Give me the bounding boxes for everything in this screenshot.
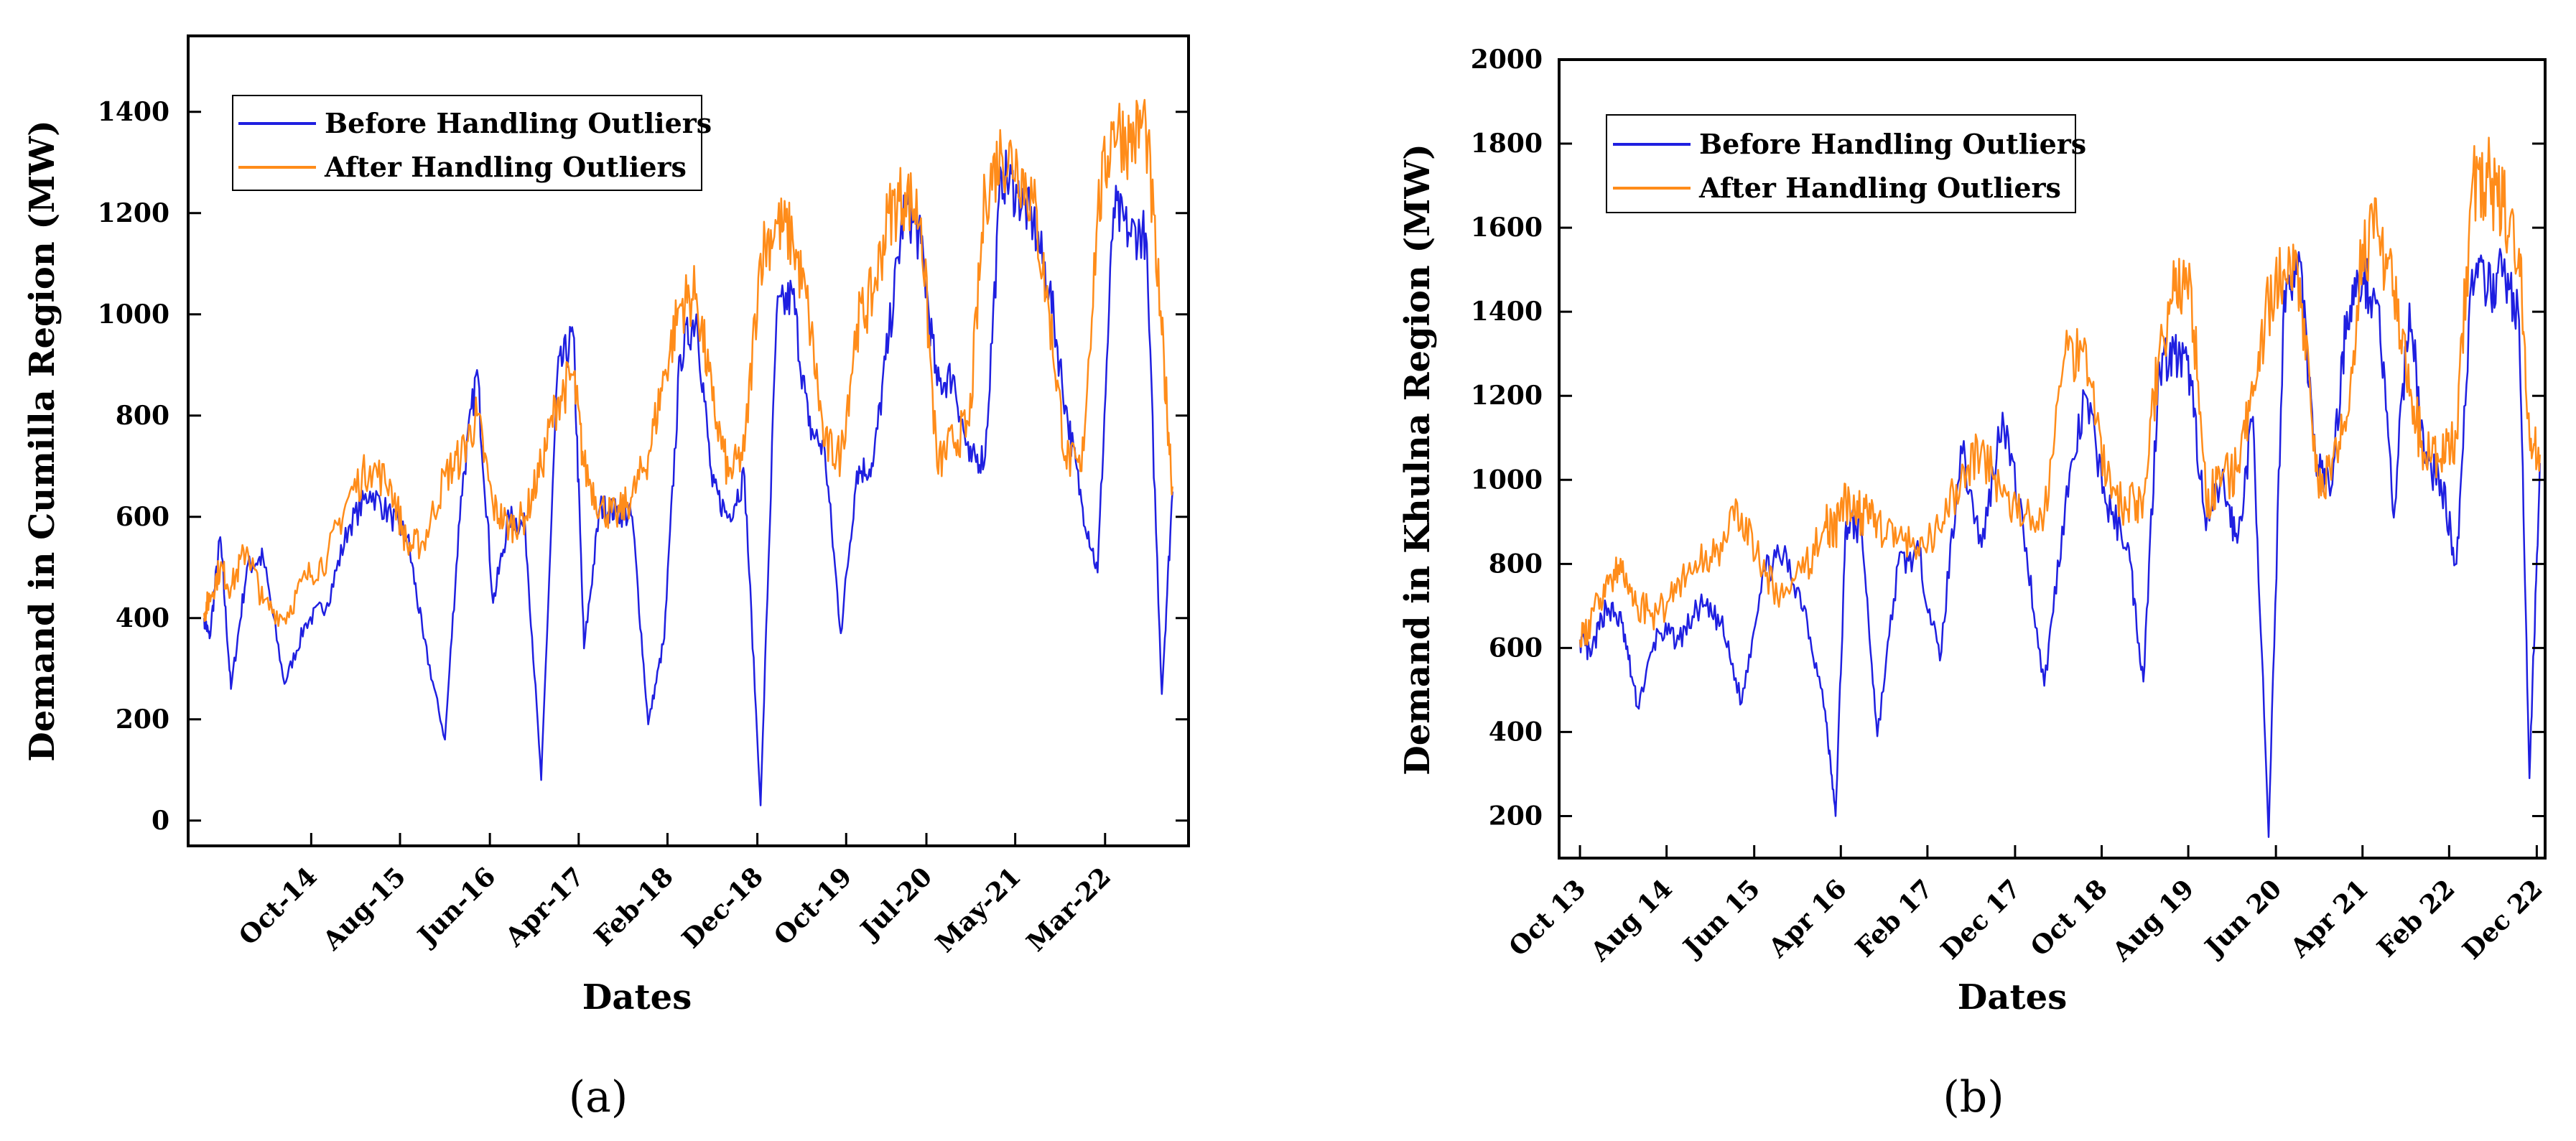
- panel-a-x-tick-label-9: Mar-22: [1020, 862, 1117, 958]
- panel-b-y-axis-title: Demand in Khulna Region (MW): [1398, 144, 1438, 776]
- panel-a-x-axis-title: Dates: [582, 977, 692, 1017]
- panel-b-series: [1578, 136, 2541, 838]
- panel-b-x-tick-label-10: Feb 22: [2371, 874, 2461, 964]
- panel-a-y-axis-title: Demand in Cumilla Region (MW): [22, 120, 62, 762]
- panel-b-series-after-line: [1578, 136, 2541, 648]
- panel-a-x-tick-label-2: Jun-16: [411, 862, 502, 953]
- panel-b-y-tick-label-1: 400: [1489, 717, 1543, 747]
- panel-b-x-tick-label-3: Apr 16: [1762, 874, 1853, 964]
- panel-a-plot-frame: [187, 34, 1190, 847]
- panel-b-x-tick-label-4: Feb 17: [1850, 874, 1940, 964]
- panel-b-x-tick-label-5: Dec 17: [1935, 874, 2027, 966]
- panel-a-y-tick-label-2: 400: [116, 603, 169, 633]
- panel-b-x-axis-title: Dates: [1958, 977, 2067, 1017]
- panel-b-x-tick-label-8: Jun 20: [2198, 874, 2287, 964]
- panel-a-legend-box: [232, 95, 702, 191]
- panel-a-series-after-line: [203, 98, 1173, 628]
- panel-a-y-tick-label-3: 600: [116, 502, 169, 532]
- panel-a-x-tick-label-5: Dec-18: [676, 862, 768, 954]
- panel-b-y-tick-label-5: 1200: [1471, 381, 1543, 411]
- panel-b-y-tick-label-3: 800: [1489, 549, 1543, 579]
- panel-a-caption: (a): [569, 1072, 628, 1122]
- panel-b-x-tick-label-0: Oct 13: [1503, 874, 1591, 962]
- panel-a-x-tick-label-3: Apr-17: [499, 862, 590, 953]
- panel-b-series-before-line: [1578, 248, 2541, 838]
- panel-b-y-tick-label-6: 1400: [1471, 297, 1543, 327]
- panel-b-x-tick-label-6: Oct 18: [2024, 874, 2113, 962]
- panel-a-y-tick-label-6: 1200: [98, 198, 169, 228]
- panel-b-x-tick-label-7: Aug 19: [2106, 874, 2200, 968]
- panel-a-x-tick-label-1: Aug-15: [317, 862, 411, 956]
- panel-a-y-tick-label-7: 1400: [98, 97, 169, 127]
- panel-b-x-tick-label-1: Aug 14: [1584, 874, 1678, 968]
- panel-a-series-before-line: [203, 149, 1173, 806]
- panel-b-legend-label-before: Before Handling Outliers: [1699, 128, 2086, 160]
- panel-a-x-tick-label-7: Jul-20: [853, 862, 938, 946]
- panel-b-y-tick-label-8: 1800: [1471, 129, 1543, 159]
- panel-a-x-tick-label-4: Feb-18: [588, 862, 679, 952]
- panel-b-x-tick-label-11: Dec 22: [2457, 874, 2549, 966]
- panel-b-x-tick-label-9: Apr 21: [2284, 874, 2374, 964]
- panel-a-x-tick-label-0: Oct-14: [233, 862, 323, 951]
- panel-a-y-tick-label-0: 0: [152, 806, 169, 836]
- panel-a-series: [203, 98, 1173, 806]
- panel-b-y-tick-label-2: 600: [1489, 633, 1543, 663]
- panel-b-y-tick-label-7: 1600: [1471, 213, 1543, 243]
- panel-b-y-tick-label-0: 200: [1489, 801, 1543, 831]
- panel-a-x-tick-label-6: Oct-19: [768, 862, 857, 951]
- panel-b-chart: 200 400 600 800 1000 1200 1400 1600 1800 2000 Oct …: [1398, 45, 2549, 1122]
- panel-b-legend-label-after: After Handling Outliers: [1698, 172, 2061, 204]
- panel-b-legend-box: [1606, 114, 2076, 213]
- panel-b-y-tick-label-4: 1000: [1471, 465, 1543, 495]
- panel-a-legend-label-before: Before Handling Outliers: [325, 107, 712, 139]
- panel-b-caption: (b): [1943, 1072, 2004, 1122]
- panel-a-y-tick-label-1: 200: [116, 704, 169, 735]
- panel-a-x-tick-label-8: May-21: [930, 862, 1027, 959]
- panel-b-y-tick-label-9: 2000: [1471, 45, 1543, 75]
- panel-a-y-tick-label-5: 1000: [98, 299, 169, 330]
- panel-b-plot-frame: [1558, 58, 2547, 860]
- panel-b-x-tick-label-2: Jun 15: [1676, 874, 1766, 964]
- panel-a-legend-label-after: After Handling Outliers: [324, 151, 687, 183]
- panel-a-y-tick-label-4: 800: [116, 401, 169, 431]
